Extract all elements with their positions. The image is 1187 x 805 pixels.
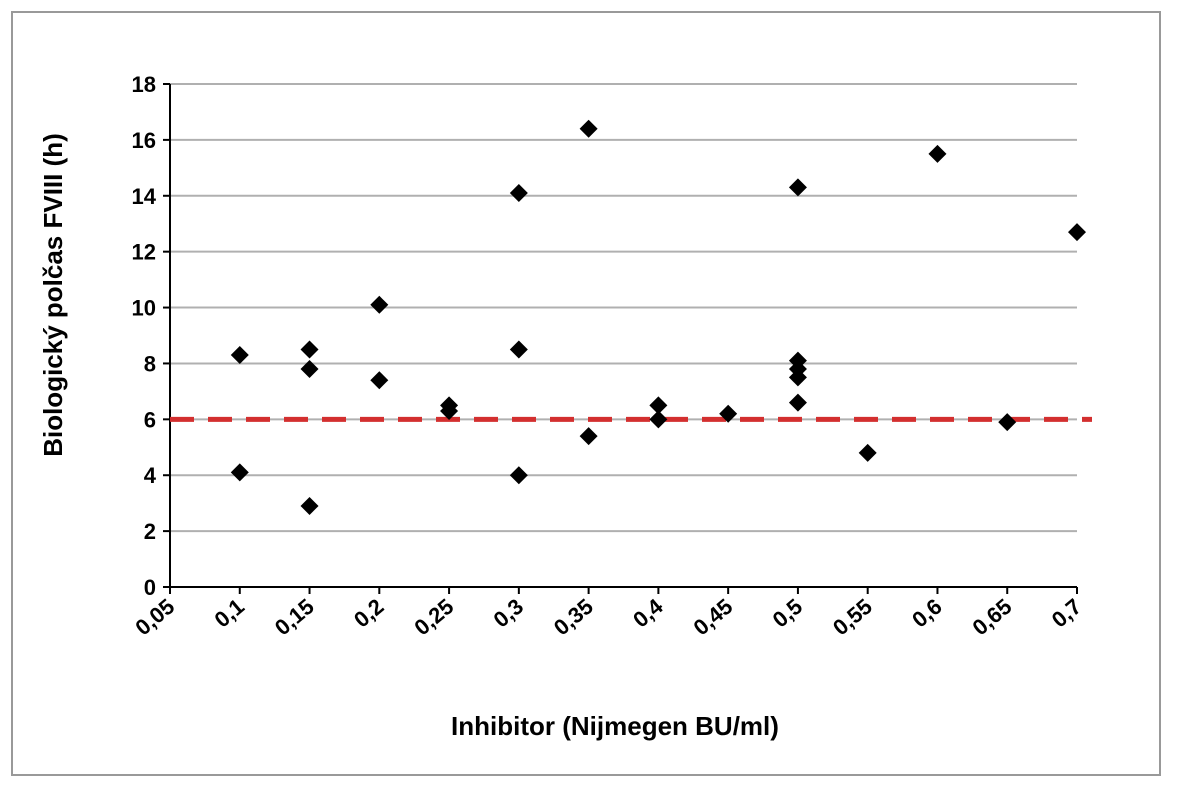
point bbox=[300, 496, 319, 515]
y-tick-label: 16 bbox=[132, 128, 156, 153]
point bbox=[579, 119, 598, 138]
point bbox=[230, 463, 249, 482]
point bbox=[230, 346, 249, 365]
y-tick-label: 18 bbox=[132, 72, 156, 97]
point bbox=[788, 178, 807, 197]
point bbox=[928, 144, 947, 163]
point bbox=[719, 404, 738, 423]
y-tick-label: 6 bbox=[144, 407, 156, 432]
point bbox=[579, 427, 598, 446]
point bbox=[858, 443, 877, 462]
y-tick-label: 12 bbox=[132, 240, 156, 265]
y-tick-label: 8 bbox=[144, 351, 156, 376]
y-tick-label: 4 bbox=[144, 463, 157, 488]
point bbox=[788, 393, 807, 412]
point bbox=[370, 371, 389, 390]
point bbox=[370, 295, 389, 314]
point bbox=[788, 368, 807, 387]
point bbox=[300, 340, 319, 359]
y-axis-label: Biologický polčas FVIII (h) bbox=[38, 133, 68, 457]
y-tick-label: 10 bbox=[132, 296, 156, 321]
point bbox=[509, 340, 528, 359]
point bbox=[440, 401, 459, 420]
y-tick-label: 14 bbox=[132, 184, 157, 209]
point bbox=[649, 410, 668, 429]
point bbox=[300, 360, 319, 379]
point bbox=[1068, 223, 1086, 242]
y-tick-label: 0 bbox=[144, 575, 156, 600]
point bbox=[649, 396, 668, 415]
point bbox=[509, 466, 528, 485]
x-axis-label: Inhibitor (Nijmegen BU/ml) bbox=[451, 711, 779, 741]
point bbox=[998, 413, 1017, 432]
point bbox=[509, 183, 528, 202]
y-tick-label: 2 bbox=[144, 519, 156, 544]
